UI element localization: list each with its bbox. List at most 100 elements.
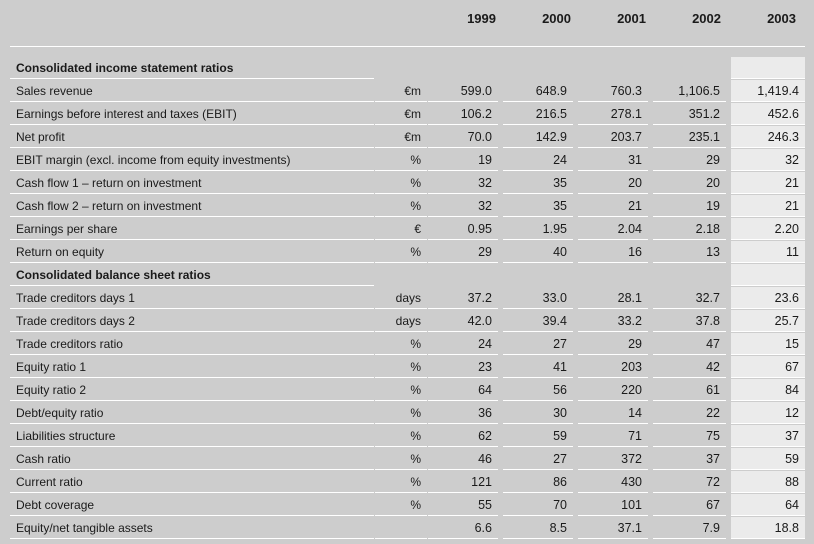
row-label: Trade creditors days 1 [10, 287, 374, 309]
cell-2003 [731, 264, 805, 286]
cell-2000: 1.95 [503, 218, 573, 240]
cell-2003: 2.20 [731, 218, 805, 240]
cell-2002: 42 [653, 356, 726, 378]
cell-2003: 88 [731, 471, 805, 493]
cell-2000: 39.4 [503, 310, 573, 332]
table-row: Sales revenue €m 599.0 648.9 760.3 1,106.5 1,4… [0, 80, 814, 103]
cell-1999: 106.2 [428, 103, 498, 125]
cell-2000: 27 [503, 448, 573, 470]
cell-2001: 220 [578, 379, 648, 401]
cell-2001: 33.2 [578, 310, 648, 332]
row-unit: €m [375, 103, 427, 125]
row-label: Current ratio [10, 471, 374, 493]
cell-1999: 0.95 [428, 218, 498, 240]
table-top-rule [10, 46, 805, 47]
cell-2001: 203.7 [578, 126, 648, 148]
cell-2003: 67 [731, 356, 805, 378]
section-title: Consolidated balance sheet ratios [10, 264, 374, 286]
cell-2002: 75 [653, 425, 726, 447]
table-row: Earnings per share €0.95 1.95 2.04 2.18 2.20 [0, 218, 814, 241]
cell-2002: 72 [653, 471, 726, 493]
cell-2001: 2.04 [578, 218, 648, 240]
row-label: Return on equity [10, 241, 374, 263]
row-label: Equity ratio 1 [10, 356, 374, 378]
row-unit: €m [375, 126, 427, 148]
cell-2001: 14 [578, 402, 648, 424]
table-row: Equity ratio 2% 64 56 220 61 84 [0, 379, 814, 402]
table-row: Trade creditors ratio% 24 27 29 47 15 [0, 333, 814, 356]
cell-2000: 30 [503, 402, 573, 424]
cell-2003: 64 [731, 494, 805, 516]
cell-2000: 40 [503, 241, 573, 263]
row-unit: % [375, 149, 427, 171]
cell-2001: 37.1 [578, 517, 648, 539]
section-header-row: Consolidated income statement ratios [0, 57, 814, 80]
table-row: Debt/equity ratio% 36 30 14 22 12 [0, 402, 814, 425]
cell-2001: 372 [578, 448, 648, 470]
section-header-row: Consolidated balance sheet ratios [0, 264, 814, 287]
cell-1999: 19 [428, 149, 498, 171]
cell-2000: 24 [503, 149, 573, 171]
cell-2001 [578, 264, 648, 286]
cell-2000 [503, 264, 573, 286]
cell-1999 [428, 264, 498, 286]
cell-2003: 25.7 [731, 310, 805, 332]
row-unit: % [375, 241, 427, 263]
cell-1999: 29 [428, 241, 498, 263]
cell-2002: 47 [653, 333, 726, 355]
row-label: Cash ratio [10, 448, 374, 470]
cell-1999: 23 [428, 356, 498, 378]
row-unit [375, 517, 427, 539]
row-label: Trade creditors days 2 [10, 310, 374, 332]
cell-2002: 22 [653, 402, 726, 424]
row-unit: % [375, 402, 427, 424]
cell-2002: 235.1 [653, 126, 726, 148]
row-label: Sales revenue [10, 80, 374, 102]
cell-2002: 32.7 [653, 287, 726, 309]
cell-1999: 42.0 [428, 310, 498, 332]
cell-2000: 35 [503, 172, 573, 194]
row-unit: % [375, 172, 427, 194]
cell-2003: 84 [731, 379, 805, 401]
table-row: Liabilities structure% 62 59 71 75 37 [0, 425, 814, 448]
cell-2003: 23.6 [731, 287, 805, 309]
cell-1999 [428, 57, 498, 79]
cell-2001: 16 [578, 241, 648, 263]
cell-2001: 71 [578, 425, 648, 447]
cell-2001: 278.1 [578, 103, 648, 125]
cell-2001: 20 [578, 172, 648, 194]
cell-2000: 8.5 [503, 517, 573, 539]
cell-2002: 351.2 [653, 103, 726, 125]
cell-2003 [731, 57, 805, 79]
row-label: Earnings before interest and taxes (EBIT… [10, 103, 374, 125]
cell-2003: 12 [731, 402, 805, 424]
table-row: EBIT margin (excl. income from equity in… [0, 149, 814, 172]
cell-2003: 15 [731, 333, 805, 355]
year-header: 2001 [617, 11, 646, 26]
cell-1999: 6.6 [428, 517, 498, 539]
table-row: Cash flow 1 – return on investment% 32 35 2… [0, 172, 814, 195]
row-label: Equity ratio 2 [10, 379, 374, 401]
cell-2002: 67 [653, 494, 726, 516]
year-header-row: 1999 2000 2001 2002 2003 [0, 11, 814, 27]
year-header: 2000 [542, 11, 571, 26]
cell-1999: 32 [428, 172, 498, 194]
cell-2000: 35 [503, 195, 573, 217]
row-unit: days [375, 287, 427, 309]
table-row: Equity ratio 1% 23 41 203 42 67 [0, 356, 814, 379]
row-label: Cash flow 1 – return on investment [10, 172, 374, 194]
cell-2000: 33.0 [503, 287, 573, 309]
cell-2002: 2.18 [653, 218, 726, 240]
cell-2001: 28.1 [578, 287, 648, 309]
year-header: 2003 [767, 11, 796, 26]
cell-2000 [503, 57, 573, 79]
cell-2002: 61 [653, 379, 726, 401]
cell-2000: 216.5 [503, 103, 573, 125]
cell-2003: 21 [731, 172, 805, 194]
cell-2003: 32 [731, 149, 805, 171]
table-row: Cash flow 2 – return on investment% 32 35 2… [0, 195, 814, 218]
cell-1999: 46 [428, 448, 498, 470]
cell-1999: 55 [428, 494, 498, 516]
cell-1999: 70.0 [428, 126, 498, 148]
row-label: Liabilities structure [10, 425, 374, 447]
